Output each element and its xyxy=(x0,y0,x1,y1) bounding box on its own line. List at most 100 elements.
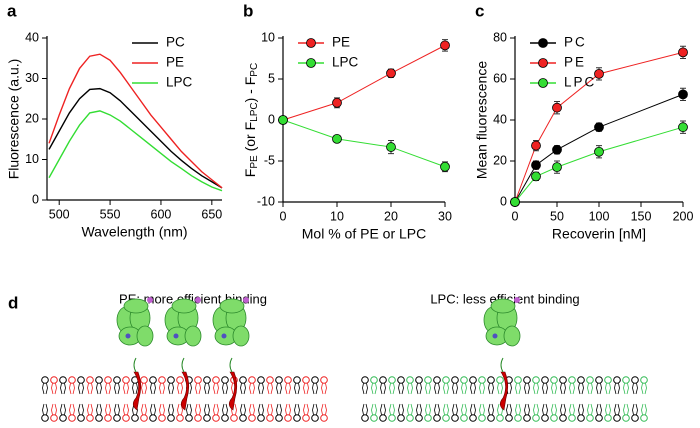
y-axis-label-part: PE xyxy=(249,155,260,169)
lipid-tail xyxy=(267,403,273,415)
lipid-tail xyxy=(222,383,228,395)
lipid-tail xyxy=(159,383,165,395)
y-tick-label: 0 xyxy=(268,112,275,126)
y-tick-label: -10 xyxy=(257,194,275,208)
lipid-tail xyxy=(132,383,138,395)
lipid-tail xyxy=(551,383,557,395)
lipid-head xyxy=(248,376,256,384)
lipid-head xyxy=(361,414,369,422)
marker xyxy=(552,144,562,155)
ion xyxy=(195,297,201,303)
lipid-tail xyxy=(195,403,201,415)
lipid-head xyxy=(379,414,387,422)
lipid-head xyxy=(568,414,576,422)
lipid-head xyxy=(131,414,139,422)
legend-label: PE xyxy=(332,35,350,50)
lipid-head xyxy=(397,376,405,384)
linker xyxy=(229,357,233,373)
lipid-head xyxy=(523,414,531,422)
x-axis-label: Wavelength (nm) xyxy=(81,224,187,240)
lipid-tail xyxy=(596,383,602,395)
lipid-head xyxy=(104,414,112,422)
lipid-tail xyxy=(389,403,395,415)
lipid-tail xyxy=(303,383,309,395)
lipid-tail xyxy=(96,403,102,415)
lipid-tail xyxy=(587,383,593,395)
lipid-tail xyxy=(506,403,512,415)
lipid-head xyxy=(275,414,283,422)
x-axis-label: Recoverin [nM] xyxy=(552,226,646,242)
lipid-head xyxy=(406,414,414,422)
lipid-tail xyxy=(515,403,521,415)
lipid-tail xyxy=(551,403,557,415)
lipid-tail xyxy=(425,403,431,415)
lipid-head xyxy=(221,414,229,422)
lipid-head xyxy=(541,414,549,422)
lipid-tail xyxy=(258,403,264,415)
lipid-head xyxy=(406,376,414,384)
y-tick-label: 80 xyxy=(493,30,507,44)
y-tick-label: 40 xyxy=(493,112,507,126)
lipid-tail xyxy=(578,403,584,415)
lipid-tail xyxy=(560,383,566,395)
y-tick-label: 30 xyxy=(25,71,39,85)
legend-label: PC xyxy=(564,35,587,50)
lipid-tail xyxy=(398,403,404,415)
recoverin xyxy=(212,297,250,347)
lipid-head xyxy=(50,414,58,422)
lipid-head xyxy=(86,414,94,422)
lipid-tail xyxy=(213,383,219,395)
lipid-head xyxy=(167,376,175,384)
lipid-tail xyxy=(96,383,102,395)
lipid-head xyxy=(442,376,450,384)
lipid-head xyxy=(122,414,130,422)
y-axis-label-part: ) - F xyxy=(242,77,258,103)
lipid-head xyxy=(550,376,558,384)
marker xyxy=(678,122,688,133)
lipid-head xyxy=(559,414,567,422)
recoverin xyxy=(483,297,521,347)
x-tick-label: 500 xyxy=(49,207,70,221)
lipid-head xyxy=(469,376,477,384)
lipid-tail xyxy=(141,403,147,415)
lipid-head xyxy=(595,414,603,422)
lipid-head xyxy=(203,376,211,384)
lipid-head xyxy=(388,376,396,384)
lipid-tail xyxy=(249,383,255,395)
lipid-tail xyxy=(614,383,620,395)
lipid-tail xyxy=(114,403,120,415)
lipid-tail xyxy=(371,383,377,395)
lipid-head xyxy=(158,414,166,422)
lipid-tail xyxy=(312,383,318,395)
lipid-head xyxy=(212,376,220,384)
lipid-head xyxy=(248,414,256,422)
lipid-tail xyxy=(123,383,129,395)
y-axis-label: FPE (or FLPC) - FPC xyxy=(242,63,260,177)
lipid-head xyxy=(68,376,76,384)
helix xyxy=(184,325,202,347)
legend-marker xyxy=(538,58,548,68)
anchor xyxy=(180,371,190,411)
lipid-head xyxy=(640,414,648,422)
lipid-head xyxy=(478,414,486,422)
lipid-tail xyxy=(641,383,647,395)
x-tick-label: 550 xyxy=(100,207,121,221)
marker xyxy=(552,102,562,113)
lipid-head xyxy=(311,376,319,384)
lipid-head xyxy=(284,414,292,422)
lipid-tail xyxy=(542,383,548,395)
lipid-head xyxy=(230,414,238,422)
lipid-tail xyxy=(150,403,156,415)
marker xyxy=(594,146,604,157)
lipid-head xyxy=(361,376,369,384)
lipid-head xyxy=(311,414,319,422)
x-tick-label: 600 xyxy=(151,207,172,221)
lipid-head xyxy=(514,414,522,422)
x-tick-label: 0 xyxy=(512,209,519,223)
linker xyxy=(181,357,185,373)
y-axis-label-part: F xyxy=(242,169,258,178)
lipid-tail xyxy=(258,383,264,395)
lipid-tail xyxy=(294,403,300,415)
lipid-tail xyxy=(105,383,111,395)
lipid-head xyxy=(113,414,121,422)
